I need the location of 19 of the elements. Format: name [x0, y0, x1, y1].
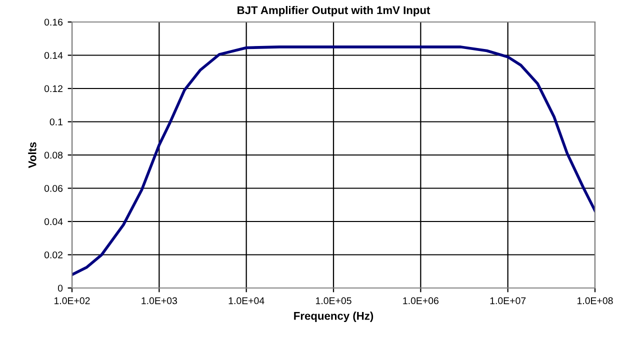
y-tick-label: 0.16 [44, 18, 63, 26]
x-tick-label: 1.0E+06 [403, 297, 438, 304]
x-tick-label: 1.0E+02 [54, 297, 90, 304]
y-tick-label: 0.08 [44, 152, 63, 159]
y-tick-label: 0.02 [44, 251, 62, 258]
x-axis-title: Frequency (Hz) [294, 312, 374, 322]
y-tick-label: 0.12 [44, 85, 62, 92]
y-tick-label: 0 [58, 284, 63, 292]
y-tick-label: 0.14 [44, 52, 63, 59]
y-axis-title: Volts [28, 142, 36, 168]
x-tick-label: 1.0E+07 [490, 297, 526, 304]
x-tick-label: 1.0E+04 [228, 297, 264, 304]
chart-title: BJT Amplifier Output with 1mV Input [238, 6, 430, 16]
x-tick-label: 1.0E+05 [316, 297, 352, 304]
y-tick-label: 0.1 [50, 118, 62, 126]
x-tick-label: 1.0E+03 [142, 297, 177, 304]
y-tick-label: 0.06 [44, 184, 63, 192]
y-tick-label: 0.04 [44, 218, 63, 226]
x-tick-label: 1.0E+08 [577, 297, 613, 304]
